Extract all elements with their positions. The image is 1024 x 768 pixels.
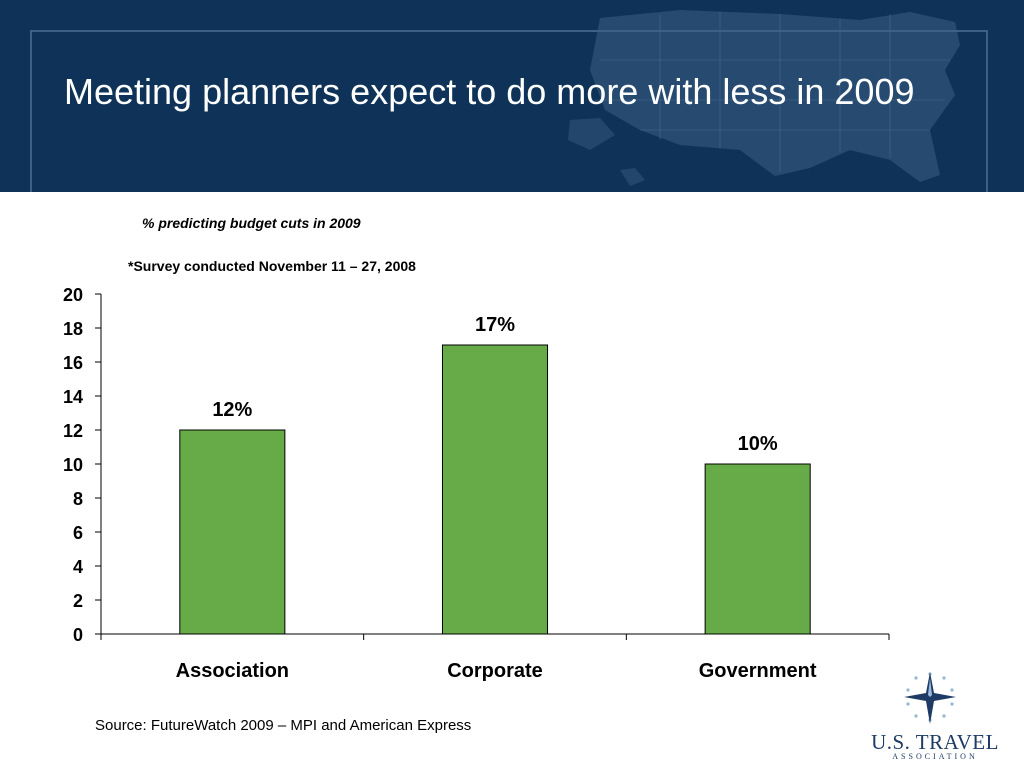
y-tick-label: 0 bbox=[73, 625, 83, 645]
bar-government bbox=[704, 463, 811, 635]
compass-star-icon bbox=[904, 672, 956, 724]
x-axis: Association Corporate Government bbox=[100, 633, 890, 682]
y-tick-label: 8 bbox=[73, 489, 83, 509]
bar-association bbox=[179, 429, 286, 635]
data-label: 10% bbox=[738, 433, 778, 455]
source-note: Source: FutureWatch 2009 – MPI and Ameri… bbox=[95, 717, 472, 734]
slide-title: Meeting planners expect to do more with … bbox=[64, 71, 915, 112]
data-labels: 12% 17% 10% bbox=[212, 314, 778, 455]
data-label: 17% bbox=[475, 314, 515, 336]
chart-subtitle: % predicting budget cuts in 2009 bbox=[142, 215, 361, 231]
data-label: 12% bbox=[212, 399, 252, 421]
us-map-graphic bbox=[568, 10, 960, 186]
x-category-label: Corporate bbox=[447, 660, 543, 682]
logo-name: U.S. TRAVEL bbox=[871, 730, 999, 754]
us-travel-logo: U.S. TRAVEL ASSOCIATION bbox=[870, 664, 1000, 764]
y-tick-label: 16 bbox=[63, 353, 83, 373]
x-category-label: Association bbox=[176, 660, 289, 682]
header-frame bbox=[30, 30, 988, 192]
y-tick-label: 6 bbox=[73, 523, 83, 543]
slide-header: Meeting planners expect to do more with … bbox=[0, 0, 1024, 192]
y-tick-label: 18 bbox=[63, 319, 83, 339]
y-tick-label: 4 bbox=[73, 557, 83, 577]
y-tick-label: 20 bbox=[63, 285, 83, 305]
y-tick-label: 10 bbox=[63, 455, 83, 475]
y-tick-label: 2 bbox=[73, 591, 83, 611]
y-axis: 0 2 4 6 8 10 12 14 16 18 20 bbox=[63, 285, 102, 645]
logo-subtitle: ASSOCIATION bbox=[892, 752, 978, 761]
y-tick-label: 14 bbox=[63, 387, 83, 407]
bar-corporate bbox=[441, 344, 549, 635]
bars bbox=[179, 344, 811, 635]
y-tick-label: 12 bbox=[63, 421, 83, 441]
bar-chart: 0 2 4 6 8 10 12 14 16 18 20 Association Corporate Go… bbox=[63, 285, 890, 682]
x-category-label: Government bbox=[699, 660, 817, 682]
survey-note: *Survey conducted November 11 – 27, 2008 bbox=[128, 258, 416, 274]
